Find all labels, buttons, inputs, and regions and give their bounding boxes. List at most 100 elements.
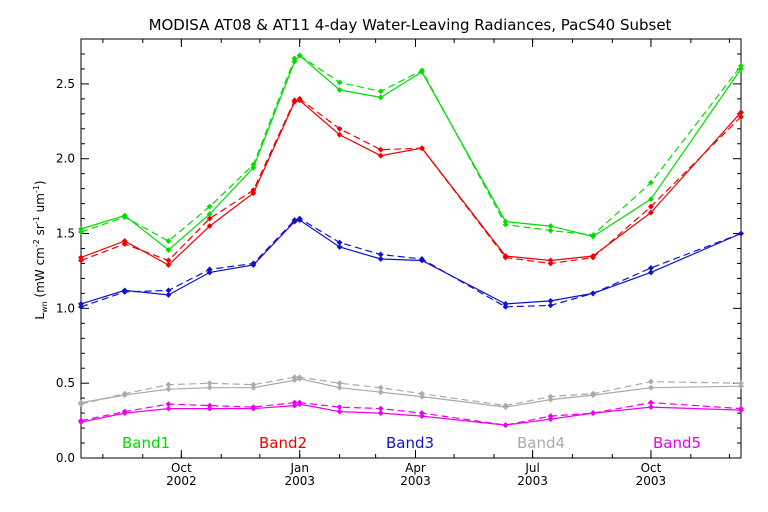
band5-at08-point [336,408,343,415]
band1-at11-point [250,161,257,168]
x-tick-month: Jul [524,461,539,475]
y-label-close: ) [33,180,47,185]
legend: Band1 Band2 Band3 Band4 Band5 [122,434,701,452]
band2-at11-point [590,254,596,261]
x-tick-month: Jan [289,461,309,475]
band5-at11-point [648,399,654,406]
band5-at11-point [377,405,384,412]
band4-at11-point [250,381,257,388]
band5-at11-point [121,408,128,415]
band5-at11-point [738,405,744,412]
band4-at08-point [206,384,213,391]
band4-at11-point [165,381,172,388]
band1-at11-point [419,67,425,74]
band5-at11-point [206,402,213,409]
band2-at11-point [336,125,343,132]
band1-at11-point [547,227,554,234]
band4-at11-point [377,384,384,391]
band3-at08-point [336,244,343,250]
band4-at08-point [336,384,343,391]
band3-at11-point [419,256,425,262]
band2-at11-point [419,145,425,152]
band3-at08-point [377,256,384,262]
band3-at11-point [121,288,128,295]
band5-at11-point [419,410,425,417]
band3-at11-point [648,265,654,271]
band5-at11-point [296,399,303,406]
band4-at11-point [296,374,303,381]
band2-at11-point [291,97,298,104]
band3-at08-line [80,219,742,305]
band4-at11-point [336,380,343,387]
band2-at11-point [547,260,554,267]
x-tick-month: Apr [405,461,426,475]
band4-at11-line [80,376,742,407]
x-tick-year: 2003 [284,474,315,488]
band3-at08-point [165,291,172,298]
band2-at11-point [78,257,84,264]
band5-at08-point [165,405,172,412]
band1-at11-point [336,79,343,86]
band4-at08-point [648,384,654,391]
band2-at11-line [80,98,742,265]
y-label-unit-pre: (mW cm [33,247,47,301]
band1-at08-point [206,211,213,218]
band5-at08-point [648,404,654,411]
band3-at11-point [291,217,298,223]
band2-at08-point [206,223,213,229]
y-tick-label: 2.5 [56,77,75,91]
band5-at11-point [291,399,298,406]
band1-at08-point [377,94,384,101]
band2-at11-point [502,254,509,261]
band2-at11-point [648,203,654,210]
x-tick-month: Oct [171,461,192,475]
band3-at11-point [165,287,172,294]
y-label-base: L [33,313,47,320]
band2-at11-point [377,146,384,153]
legend-band1: Band1 [122,434,170,452]
band1-at08-line [80,54,742,251]
band1-at08-point [336,86,343,93]
band4-at11-point [547,393,554,400]
band3-at08-point [547,297,554,304]
band3-at11-point [547,302,554,309]
band5-at11-point [336,404,343,411]
x-tick-year: 2003 [400,474,431,488]
band4-at11-point [590,390,596,397]
y-tick-label: 0.0 [56,451,75,465]
band2-at11-point [165,257,172,264]
band5-at11-point [78,417,84,424]
band1-at11-point [121,214,128,220]
band3-at11-point [206,266,213,273]
band4-at11-point [78,401,84,408]
band4-at11-point [419,390,425,397]
band3-at11-point [590,290,596,297]
band2-at11-point [206,215,213,222]
band1-at11-point [291,55,298,62]
legend-band5: Band5 [653,434,701,452]
band1-at11-point [78,229,84,235]
y-tick-label: 1.5 [56,227,75,241]
band4-at11-point [121,390,128,397]
x-tick-month: Oct [641,461,662,475]
band2-at11-point [121,241,128,247]
band2-at11-point [738,113,744,120]
band1-at08-point [165,247,172,253]
x-tick-year: 2003 [636,474,667,488]
band1-at11-point [206,203,213,210]
y-label-sub: wn [40,301,49,313]
band5-at11-point [590,410,596,417]
band3-at11-point [738,230,744,237]
x-tick-year: 2002 [166,474,197,488]
legend-band2: Band2 [259,434,307,452]
series-layer [78,52,744,429]
y-label-um: um [33,193,47,216]
y-tick-label: 1.0 [56,301,75,315]
legend-band3: Band3 [386,434,434,452]
band3-at08-point [648,269,654,276]
y-axis-label: Lwn (mW cm-2 sr-1 um-1) [32,180,49,319]
y-label-mid: sr [33,224,47,239]
band2-at08-point [377,152,384,159]
chart-title: MODISA AT08 & AT11 4-day Water-Leaving R… [149,16,672,34]
